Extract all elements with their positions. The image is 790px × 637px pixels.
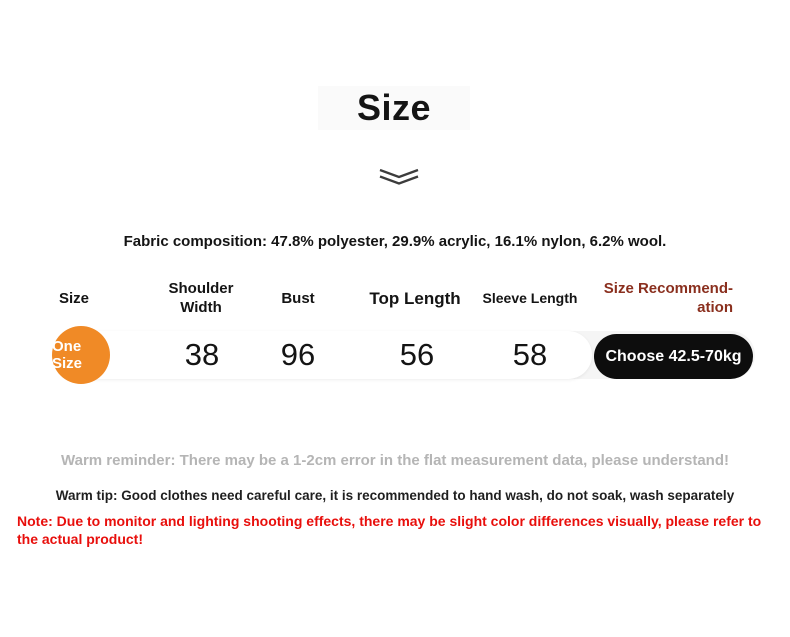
fabric-composition-text: Fabric composition: 47.8% polyester, 29.… — [123, 233, 667, 250]
column-header-size: Size — [58, 289, 89, 307]
cell-top-length: 56 — [399, 337, 435, 372]
size-recommendation-line1: Size Recommend- — [603, 280, 733, 297]
section-title-box: Size — [318, 86, 470, 130]
page-title: Size — [356, 87, 432, 128]
size-recommendation-line2: ation — [697, 299, 733, 316]
column-header-shoulder-width: Shoulder Width — [168, 280, 234, 316]
warm-tip-text: Warm tip: Good clothes need careful care… — [55, 488, 735, 503]
column-header-bust: Bust — [281, 289, 315, 307]
cell-sleeve-length: 58 — [512, 337, 548, 372]
double-chevron-down-icon — [377, 167, 421, 187]
color-difference-note-text: Note: Due to monitor and lighting shooti… — [17, 513, 762, 547]
warm-reminder-text: Warm reminder: There may be a 1-2cm erro… — [61, 452, 729, 469]
column-header-top-length: Top Length — [369, 288, 461, 308]
cell-bust: 96 — [280, 337, 316, 372]
table-row — [55, 331, 592, 379]
cell-shoulder-width: 38 — [184, 337, 220, 372]
choose-weight-range-button[interactable]: Choose 42.5-70kg — [594, 334, 753, 379]
one-size-badge[interactable]: One Size — [52, 326, 110, 384]
column-header-sleeve-length: Sleeve Length — [482, 289, 578, 306]
column-header-size-recommendation: Size Recommend- ation — [565, 276, 733, 320]
